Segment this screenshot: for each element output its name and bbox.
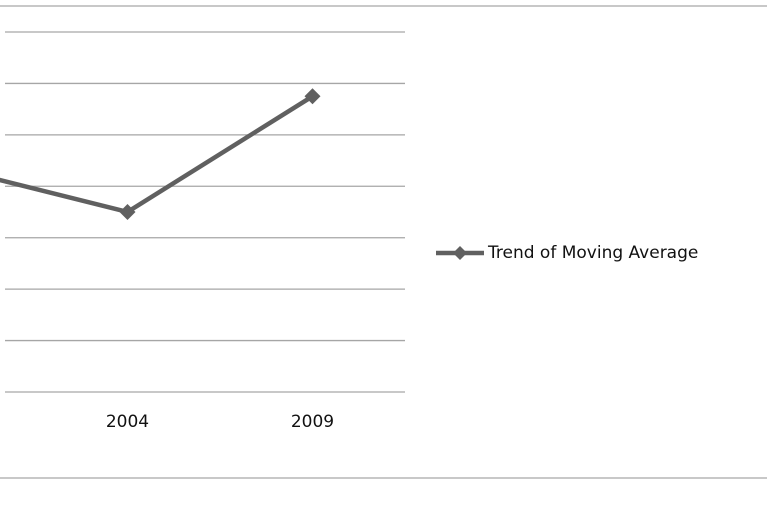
data-point bbox=[119, 204, 136, 220]
legend-marker bbox=[453, 246, 467, 260]
data-point bbox=[304, 88, 321, 105]
x-tick-label: 2004 bbox=[106, 412, 149, 432]
x-tick-label: 2009 bbox=[291, 412, 334, 432]
series-line bbox=[0, 94, 314, 215]
legend-label: Trend of Moving Average bbox=[487, 243, 698, 263]
